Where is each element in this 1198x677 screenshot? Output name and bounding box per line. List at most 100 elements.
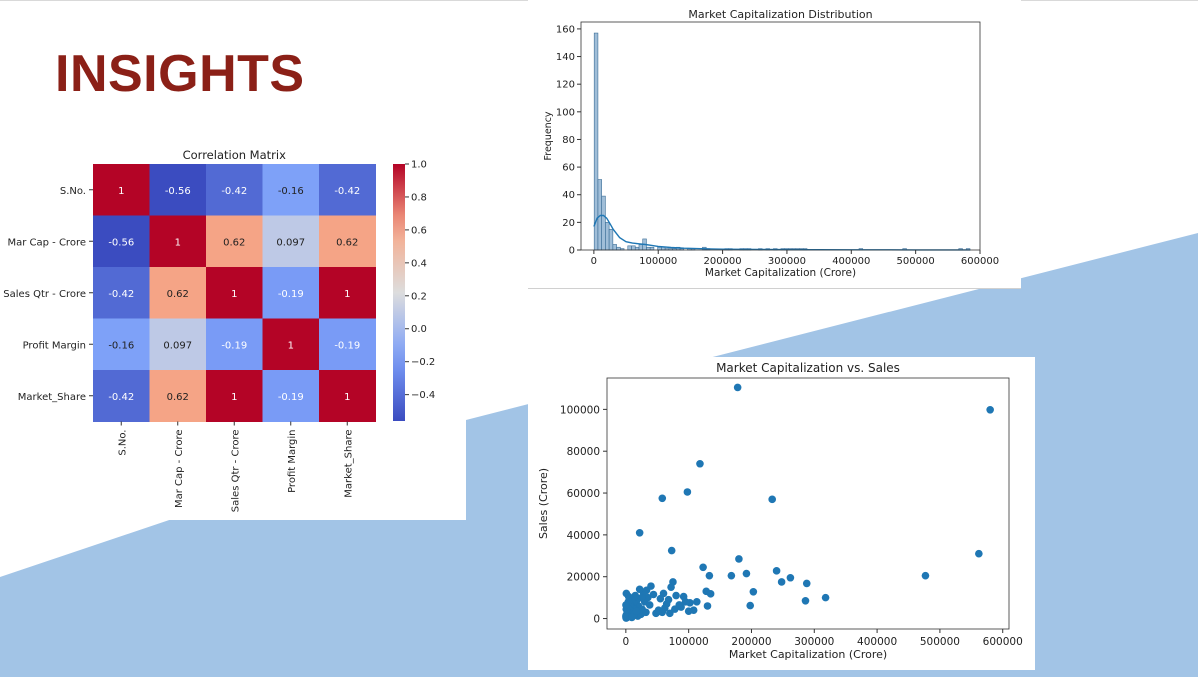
scatter-y-tick-label: 100000 [560,404,600,416]
scatter-point [684,607,693,616]
heatmap-cell [206,267,263,319]
histogram-x-tick-label: 500000 [897,256,935,267]
scatter-x-tick-label: 600000 [983,636,1023,648]
scatter-point [777,578,786,586]
heatmap-col-label: Profit Margin [287,430,298,493]
heatmap-title: Correlation Matrix [183,148,286,162]
heatmap-cell [93,370,150,422]
scatter-panel: Market Capitalization vs. Sales 0 100000 20… [528,357,1035,670]
scatter-x-tick-label: 400000 [857,636,897,648]
heatmap-cell [93,318,150,371]
heatmap-cell [319,164,376,216]
histogram-bar [661,246,666,251]
heatmap-cell-label: 0.097 [163,340,192,351]
histogram-bar [616,246,621,251]
scatter-point [622,601,630,609]
histogram-bar [631,245,636,251]
heatmap-cell-label: -0.19 [221,340,247,351]
scatter-y-tick-label: 40000 [567,530,600,542]
histogram-y-tick-label: 0 [569,246,575,257]
histogram-x-tick-label: 200000 [703,256,741,267]
heatmap-cell [149,215,207,268]
heatmap-cell [319,370,376,422]
histogram-bar [657,246,662,251]
heatmap-cell [262,370,320,422]
scatter-x-tick-label: 200000 [731,636,771,648]
heatmap-cell [262,318,320,371]
scatter-point [622,613,630,621]
scatter-y-label: Sales (Crore) [537,468,550,539]
heatmap-cell-label: 1 [344,289,350,300]
scatter-x-tick-label: 0 [623,636,630,648]
histogram-bar [608,228,614,251]
histogram-axes-frame [580,21,981,251]
correlation-heatmap: Correlation Matrix 1 -0.56 -0.42 -0.16 -0.42 S… [3,148,435,512]
heatmap-cell-label: 1 [344,392,350,403]
scatter-point [742,569,751,578]
colorbar-tick-label: −0.4 [411,390,435,401]
scatter-point [699,563,707,572]
heatmap-cell [206,164,263,216]
histogram-title: Market Capitalization Distribution [688,8,872,21]
heatmap-cell-label: 1 [231,392,237,403]
scatter-y-tick-label: 0 [593,614,600,626]
heatmap-col-label: Mar Cap - Crore [174,430,185,509]
scatter-point [735,555,743,563]
heatmap-cell [262,215,320,268]
histogram-y-tick-label: 80 [562,135,575,146]
scatter-point [683,488,692,496]
scatter-point [671,605,679,613]
scatter-point [921,571,930,580]
colorbar-tick-label: 0.8 [411,192,427,203]
heatmap-row-label: Market_Share [18,392,86,403]
scatter-axes-frame [606,377,1010,630]
colorbar-tick-label: 1.0 [411,160,427,171]
heatmap-cell-label: -0.16 [278,186,304,197]
market-cap-vs-sales-scatter: Market Capitalization vs. Sales 0 100000 20… [537,361,1023,661]
heatmap-cell-label: 1 [175,237,181,248]
scatter-point [733,383,742,392]
heatmap-cell-label: -0.56 [165,186,191,197]
scatter-x-tick-label: 100000 [669,636,709,648]
heatmap-cell-label: 0.097 [276,237,305,248]
heatmap-cell [149,318,207,371]
histogram-bar [601,195,606,251]
scatter-point [656,594,665,603]
histogram-y-tick-label: 120 [556,80,575,91]
scatter-point [786,573,795,582]
heatmap-cell [206,370,263,422]
histogram-x-tick-label: 0 [591,256,597,267]
scatter-point [679,592,688,601]
heatmap-col-label: Market_Share [343,430,354,498]
heatmap-cell-label: 1 [118,186,124,197]
histogram-bar [634,246,640,251]
colorbar-tick-label: −0.2 [411,357,435,368]
scatter-y-tick-label: 60000 [567,488,600,500]
histogram-y-tick-label: 100 [556,107,575,118]
histogram-bar [646,246,651,251]
scatter-point [645,601,654,609]
histogram-bar [649,246,655,251]
scatter-point [705,571,714,580]
heatmap-cell-label: -0.56 [108,237,134,248]
heatmap-cell [319,267,376,319]
scatter-point [749,587,758,596]
histogram-panel: Market Capitalization Distribution 0 10000… [528,0,1021,288]
heatmap-row-label: Mar Cap - Crore [7,237,86,248]
heatmap-cell-label: -0.42 [334,186,360,197]
heatmap-cell [93,164,150,216]
scatter-point [632,607,641,616]
histogram-bar [627,245,632,251]
colorbar-tick-label: 0.2 [411,291,427,302]
scatter-point [801,596,810,605]
market-cap-histogram: Market Capitalization Distribution 0 10000… [543,8,999,279]
scatter-point [635,585,644,594]
scatter-point [642,608,650,617]
heatmap-row-label: S.No. [60,186,86,197]
scatter-point [772,567,781,575]
heatmap-cell-label: 0.62 [336,237,358,248]
heatmap-cell-label: -0.42 [108,392,134,403]
heatmap-row-label: Profit Margin [23,340,86,351]
scatter-point [706,590,715,598]
colorbar-tick-label: 0.6 [411,225,427,236]
